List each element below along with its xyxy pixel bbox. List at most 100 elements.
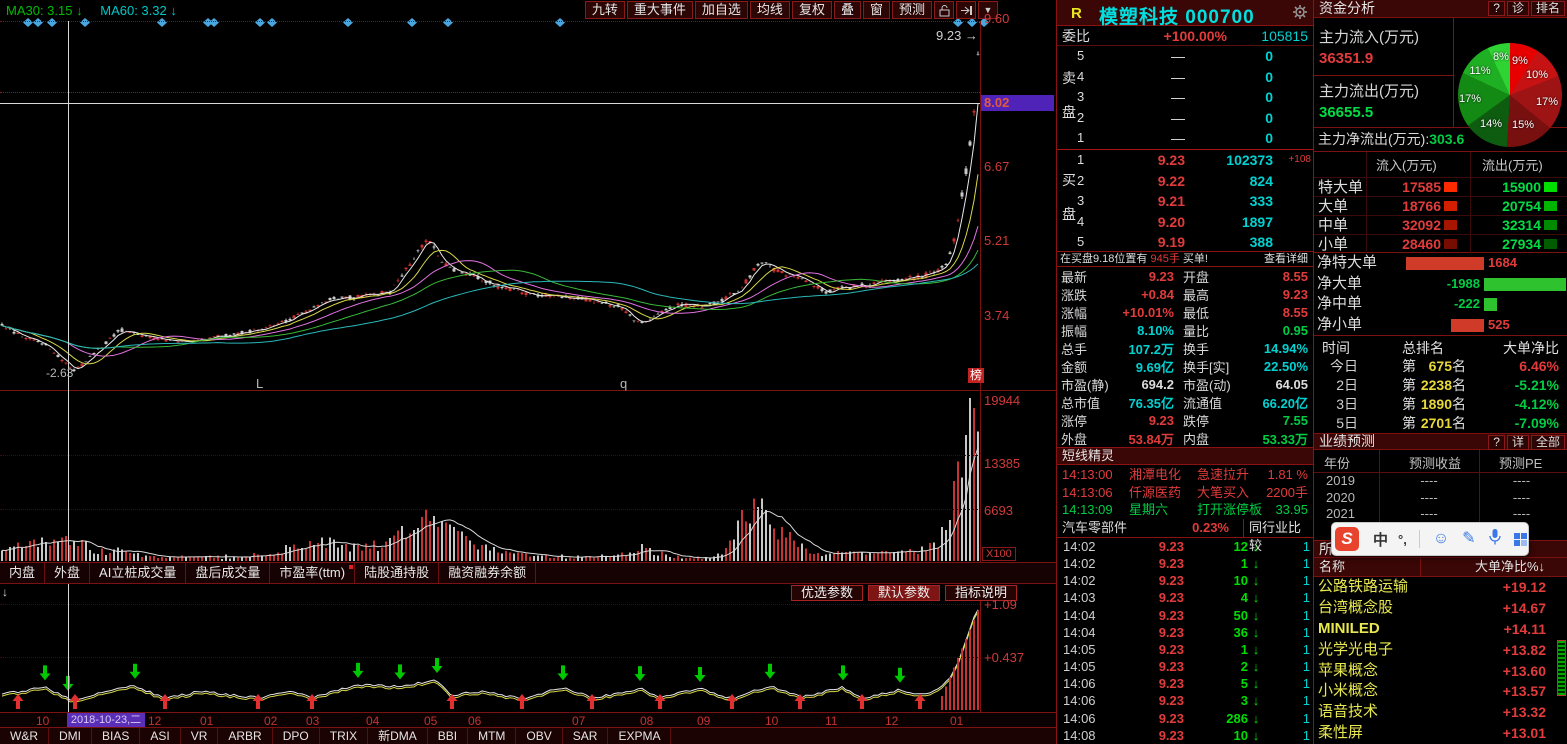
forecast-row: 2021 ---- ---- xyxy=(1326,506,1531,522)
concept-row[interactable]: 语音技术 +13.32 xyxy=(1318,703,1546,721)
sell-level-row[interactable]: 5 — 0 xyxy=(1077,48,1273,64)
indicator-tab[interactable]: ARBR xyxy=(218,728,273,744)
scrollbar-thumb[interactable] xyxy=(1557,640,1566,696)
quote-field-value: 64.05 xyxy=(1275,376,1308,392)
toolbar-button[interactable]: 加自选 xyxy=(694,1,748,19)
time-sales-row[interactable]: 14:02 9.23 12 ↓ 1 xyxy=(1063,539,1310,554)
ime-punct-button[interactable]: °, xyxy=(1398,531,1407,547)
rank-badge[interactable]: 榜 xyxy=(968,368,984,383)
lock-icon[interactable] xyxy=(934,1,954,19)
low-price-annotation: -2.63 xyxy=(46,366,74,380)
toolbar-button[interactable]: 叠 xyxy=(833,1,861,19)
sell-level-row[interactable]: 3 — 0 xyxy=(1077,89,1273,106)
indicator-tab[interactable]: TRIX xyxy=(320,728,369,744)
dropdown-icon[interactable]: ▼ xyxy=(978,1,998,19)
concept-row[interactable]: 柔性屏 +13.01 xyxy=(1318,724,1546,742)
param-button[interactable]: 默认参数 xyxy=(868,585,941,601)
indicator-tab[interactable]: W&R xyxy=(0,728,49,744)
fund-header-button[interactable]: 诊 xyxy=(1506,1,1529,16)
indicator-tab[interactable]: 新DMA xyxy=(368,728,428,744)
toolbar-button[interactable]: 窗 xyxy=(862,1,890,19)
kline-chart[interactable] xyxy=(0,0,1056,744)
time-sales-row[interactable]: 14:02 9.23 1 ↓ 1 xyxy=(1063,556,1310,572)
microphone-icon[interactable] xyxy=(1488,529,1501,549)
pane-tab[interactable]: 内盘 xyxy=(0,563,46,583)
toolbar-button[interactable]: 复权 xyxy=(791,1,832,19)
time-sales-row[interactable]: 14:06 9.23 5 ↓ 1 xyxy=(1063,676,1310,692)
net-bar-row: -222 净中单 xyxy=(1314,294,1567,315)
time-sales-row[interactable]: 14:04 9.23 50 ↓ 1 xyxy=(1063,607,1310,623)
pane-tab[interactable]: AI立桩成交量 xyxy=(90,563,187,583)
sell-level-row[interactable]: 2 — 0 xyxy=(1077,109,1273,126)
pane-tab[interactable]: 盘后成交量 xyxy=(186,563,271,583)
time-sales-row[interactable]: 14:08 9.23 10 ↓ 1 xyxy=(1063,727,1310,743)
time-sales-row[interactable]: 14:05 9.23 2 ↓ 1 xyxy=(1063,659,1310,675)
concept-row[interactable]: 公路铁路运输 +19.12 xyxy=(1318,578,1546,595)
pane-tab[interactable]: 外盘 xyxy=(45,563,91,583)
view-detail-link[interactable]: 查看详细 xyxy=(1264,253,1308,265)
concept-row[interactable]: MINILED +14.11 xyxy=(1318,619,1546,637)
time-sales-row[interactable]: 14:04 9.23 36 ↓ 1 xyxy=(1063,624,1310,640)
indicator-tab[interactable]: EXPMA xyxy=(608,728,672,744)
keyboard-grid-icon[interactable] xyxy=(1513,532,1527,546)
sell-level-row[interactable]: 1 — 0 xyxy=(1077,130,1273,147)
indicator-tab[interactable]: OBV xyxy=(516,728,563,744)
buy-level-row[interactable]: 2 9.22 824 xyxy=(1077,172,1273,189)
quote-field-value: +10.01% xyxy=(1122,304,1174,320)
concept-row[interactable]: 小米概念 +13.57 xyxy=(1318,682,1546,700)
param-button[interactable]: 优选参数 xyxy=(791,585,864,601)
gear-icon[interactable] xyxy=(1293,5,1307,24)
sell-level-row[interactable]: 4 — 0 xyxy=(1077,68,1273,85)
fund-header-button[interactable]: ? xyxy=(1488,1,1505,16)
jump-latest-icon[interactable] xyxy=(956,1,976,19)
shortline-item[interactable]: 14:13:09 星期六 打开涨停板 33.95 xyxy=(1062,502,1308,518)
crosshair-horizontal[interactable] xyxy=(0,103,980,104)
indicator-tab[interactable]: BBI xyxy=(428,728,469,744)
forecast-header-button[interactable]: 详 xyxy=(1506,435,1529,450)
time-sales-row[interactable]: 14:06 9.23 3 ↓ 1 xyxy=(1063,693,1310,709)
pane-tab[interactable]: 市盈率(ttm) xyxy=(270,563,356,583)
ime-mode-button[interactable]: 中 xyxy=(1373,531,1389,549)
buy-level-row[interactable]: 1 9.23 102373 +108 xyxy=(1057,150,1313,171)
toolbar-button[interactable]: 九转 xyxy=(584,1,625,19)
forecast-header-button[interactable]: 全部 xyxy=(1530,435,1565,450)
forecast-header-button[interactable]: ? xyxy=(1488,435,1505,450)
buy-level-row[interactable]: 3 9.21 333 xyxy=(1077,193,1273,210)
pencil-icon[interactable]: ✎ xyxy=(1462,530,1476,547)
industry-compare-link[interactable]: 同行业比较 xyxy=(1249,520,1302,553)
buy-level-row[interactable]: 4 9.20 1897 xyxy=(1077,213,1273,230)
indicator-tab[interactable]: DMI xyxy=(49,728,92,744)
indicator-tab[interactable]: VR xyxy=(181,728,219,744)
shortline-item[interactable]: 14:13:00 湘潭电化 急速拉升 1.81 % xyxy=(1062,467,1308,482)
pane-tab[interactable]: 陆股通持股 xyxy=(355,563,440,583)
indicator-tab[interactable]: SAR xyxy=(563,728,609,744)
buy-level-row[interactable]: 5 9.19 388 xyxy=(1077,234,1273,251)
emoji-icon[interactable]: ☺ xyxy=(1432,530,1450,547)
concept-row[interactable]: 台湾概念股 +14.67 xyxy=(1318,598,1546,616)
stock-title[interactable]: 模塑科技 000700 xyxy=(1099,7,1255,28)
time-sales-row[interactable]: 14:06 9.23 286 ↓ 1 xyxy=(1063,710,1310,726)
quote-field-label: 市盈(动) xyxy=(1183,377,1231,393)
shortline-header[interactable]: 短线精灵 xyxy=(1057,447,1313,465)
toolbar-button[interactable]: 重大事件 xyxy=(626,1,693,19)
param-button[interactable]: 指标说明 xyxy=(945,585,1018,601)
indicator-tab[interactable]: DPO xyxy=(273,728,320,744)
time-sales-row[interactable]: 14:03 9.23 4 ↓ 1 xyxy=(1063,590,1310,606)
time-sales-row[interactable]: 14:05 9.23 1 ↓ 1 xyxy=(1063,641,1310,657)
industry-name[interactable]: 汽车零部件 xyxy=(1062,520,1128,535)
indicator-tab[interactable]: MTM xyxy=(468,728,517,744)
concept-row[interactable]: 苹果概念 +13.60 xyxy=(1318,661,1546,679)
ime-toolbar: S 中 °, ☺ ✎ xyxy=(1331,522,1529,556)
concept-row[interactable]: 光学光电子 +13.82 xyxy=(1318,640,1546,658)
crosshair-vertical[interactable] xyxy=(68,21,69,712)
pane-tab[interactable]: 融资融券余额 xyxy=(439,563,537,583)
indicator-tab[interactable]: ASI xyxy=(140,728,181,744)
fund-header-button[interactable]: 排名 xyxy=(1530,1,1565,16)
shortline-item[interactable]: 14:13:06 仟源医药 大笔买入 2200手 xyxy=(1062,484,1308,500)
ime-logo[interactable]: S xyxy=(1335,527,1359,551)
toolbar-button[interactable]: 均线 xyxy=(749,1,790,19)
toolbar-button[interactable]: 预测 xyxy=(891,1,932,19)
sort-column[interactable]: 大单净比%↓ xyxy=(1474,559,1545,574)
time-sales-row[interactable]: 14:02 9.23 10 ↓ 1 xyxy=(1063,573,1310,589)
indicator-tab[interactable]: BIAS xyxy=(92,728,141,744)
